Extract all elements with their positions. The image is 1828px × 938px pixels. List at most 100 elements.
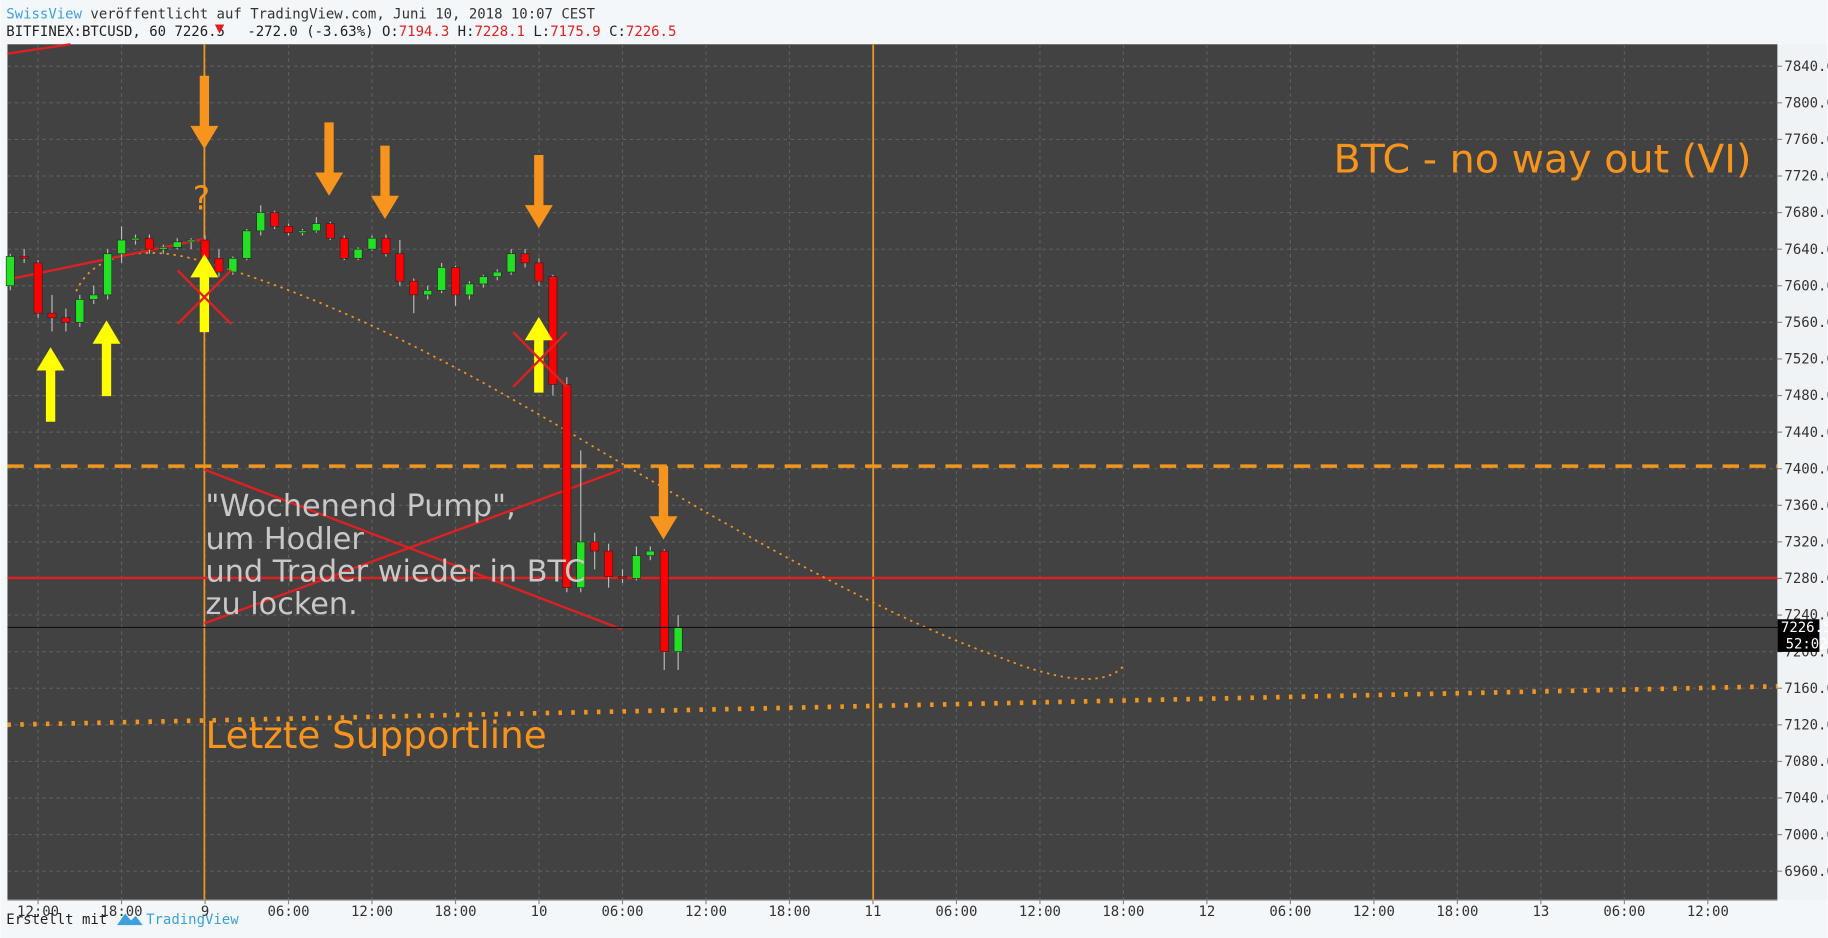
candle-body — [61, 317, 71, 323]
x-tick-label: 06:00 — [601, 904, 643, 920]
x-tick-label: 06:00 — [1269, 904, 1311, 920]
candle-body — [534, 262, 544, 282]
overlay: BTC - no way out (VI) ? "Wochenend Pump"… — [36, 75, 1751, 757]
x-tick-label: 06:00 — [1603, 904, 1645, 920]
trendline — [7, 43, 71, 55]
candles — [5, 205, 683, 670]
candle-body — [47, 312, 57, 319]
candle-body — [395, 253, 405, 282]
header: SwissView veröffentlicht auf TradingView… — [6, 7, 595, 23]
author: SwissView — [6, 7, 82, 23]
candle-body — [256, 212, 266, 232]
trendline — [203, 468, 622, 625]
candle-body — [172, 241, 182, 248]
cross — [176, 269, 233, 325]
y-tick-label: 7080.0 — [1784, 754, 1828, 770]
y-tick-label: 6960.0 — [1784, 864, 1828, 880]
y-tick-label: 7440.0 — [1784, 425, 1828, 441]
candle-body — [381, 237, 391, 255]
candle-body — [367, 237, 377, 250]
y-tick-label: 7720.0 — [1784, 169, 1828, 185]
y-tick-label: 7560.0 — [1784, 315, 1828, 331]
x-axis-line — [7, 899, 1778, 901]
x-tick-label: 12:00 — [685, 904, 727, 920]
x-tick-label: 18:00 — [434, 904, 476, 920]
candle-body — [228, 258, 238, 273]
support-trendline — [7, 683, 1778, 728]
y-tick-label: 7120.0 — [1784, 717, 1828, 733]
candle-body — [562, 384, 572, 588]
candle-body — [478, 276, 488, 285]
symbol: BITFINEX:BTCUSD, 60 7226.5 — [6, 24, 225, 40]
candle-body — [298, 230, 307, 234]
y-tick-label: 7840.0 — [1784, 59, 1828, 75]
cross — [512, 331, 568, 388]
change: -272.0 (-3.63%) — [247, 24, 373, 40]
candle-body — [492, 271, 502, 277]
candle-body — [520, 253, 530, 264]
y-tick-label: 7680.0 — [1784, 205, 1828, 221]
candle-body — [506, 253, 516, 273]
candle-body — [284, 226, 293, 234]
x-tick-label: 12:00 — [1019, 904, 1061, 920]
candle-body — [75, 299, 85, 323]
annotation-text: "Wochenend Pump", — [206, 489, 516, 524]
plot-background — [7, 44, 1778, 900]
down-arrow — [315, 122, 344, 196]
candle-body — [242, 230, 252, 259]
y-tick-label: 7360.0 — [1784, 498, 1828, 514]
up-arrow — [92, 320, 121, 397]
annotation-question: ? — [193, 180, 210, 218]
candle-body — [214, 258, 224, 273]
candle-body — [158, 247, 168, 250]
x-tick-label: 9 — [201, 904, 209, 920]
up-arrow — [36, 347, 65, 422]
down-arrow — [371, 145, 399, 220]
x-tick-label: 12:00 — [351, 904, 393, 920]
candle-body — [645, 550, 655, 556]
overlay — [7, 43, 1778, 900]
x-tick-label: 18:00 — [768, 904, 810, 920]
symbol-line: BITFINEX:BTCUSD, 60 7226.5 -272.0 (-3.63… — [6, 24, 676, 40]
x-tick-label: 06:00 — [935, 904, 977, 920]
x-tick-label: 12:00 — [17, 904, 59, 920]
ohlc-key: C: — [609, 24, 626, 40]
ohlc-value: 7228.1 — [474, 24, 524, 40]
candle-body — [465, 283, 474, 296]
grid — [7, 44, 1778, 900]
x-tick-label: 13 — [1532, 904, 1549, 920]
brand[interactable]: TradingView — [146, 912, 239, 928]
x-tick-label: 11 — [865, 904, 882, 920]
candle-body — [423, 290, 433, 296]
y-tick-label: 7400.0 — [1784, 461, 1828, 477]
last-price-box — [1777, 619, 1820, 652]
ohlc-value: 7194.3 — [399, 24, 449, 40]
candle-body — [312, 223, 321, 232]
x-tick-label: 12:00 — [1687, 904, 1729, 920]
x-tick-label: 06:00 — [268, 904, 310, 920]
annotation-text: um Hodler — [206, 522, 365, 557]
annotation-support: Letzte Supportline — [206, 713, 547, 757]
candle-body — [145, 237, 154, 250]
ohlc-value: 7226.5 — [626, 24, 676, 40]
ohlc-key: L: — [533, 24, 550, 40]
candle-body — [131, 237, 140, 241]
candle-body — [632, 555, 641, 579]
candle-body — [604, 550, 613, 577]
down-arrow — [524, 154, 553, 229]
y-tick-label: 7040.0 — [1784, 791, 1828, 807]
x-tick-label: 18:00 — [1436, 904, 1478, 920]
y-tick-label: 7280.0 — [1784, 571, 1828, 587]
candle-body — [89, 294, 99, 300]
y-tick-label: 7000.0 — [1784, 827, 1828, 843]
x-tick-label: 12 — [1199, 904, 1216, 920]
candle-body — [409, 280, 419, 296]
down-arrow — [190, 75, 219, 150]
y-axis-background — [1777, 44, 1828, 900]
published: veröffentlicht auf TradingView.com, Juni… — [90, 7, 595, 23]
down-arrow — [649, 466, 678, 540]
candle-body — [339, 237, 349, 259]
candle-body — [437, 267, 446, 291]
candle-body — [33, 262, 43, 314]
